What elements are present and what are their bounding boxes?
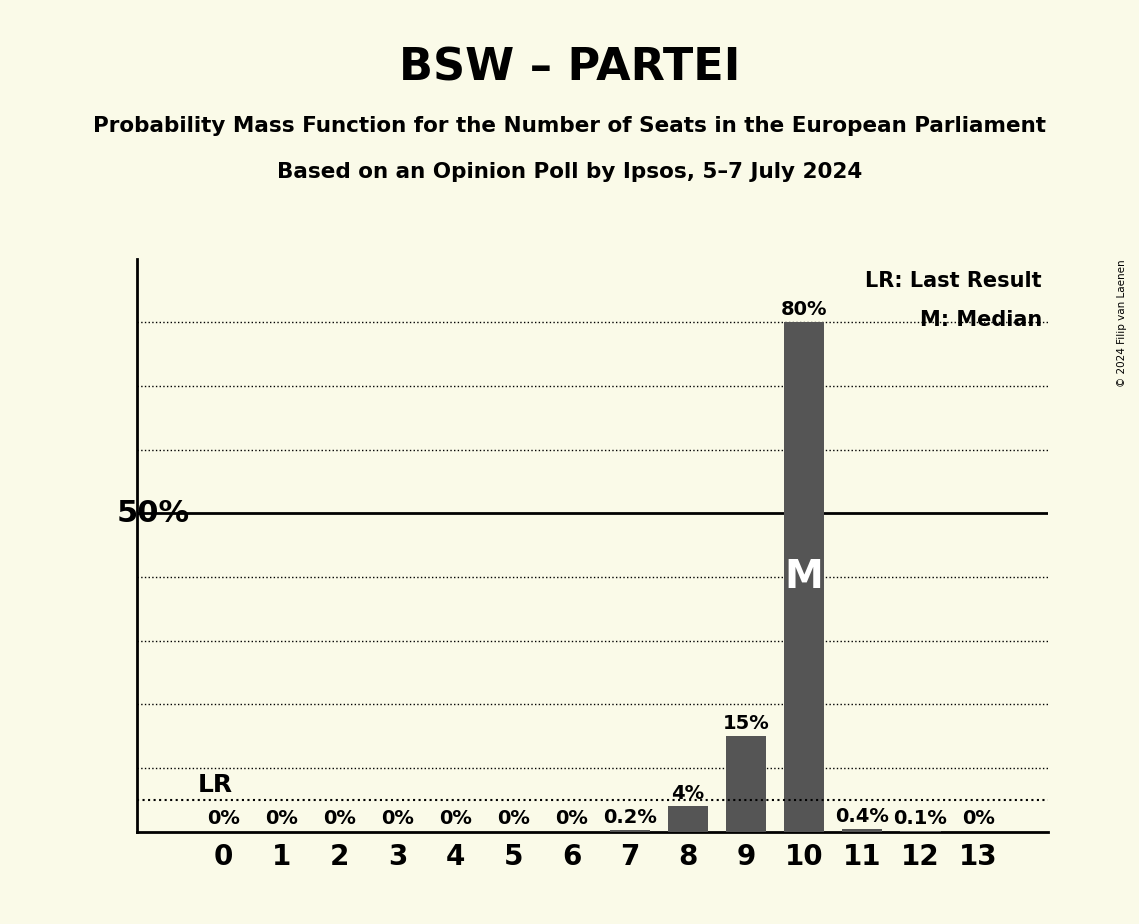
Text: 15%: 15% [723, 714, 770, 733]
Text: 0%: 0% [382, 809, 415, 829]
Text: 0%: 0% [265, 809, 298, 829]
Text: 0.2%: 0.2% [603, 808, 657, 827]
Text: 0%: 0% [323, 809, 357, 829]
Text: M: M [785, 558, 823, 596]
Text: 0.1%: 0.1% [893, 808, 948, 828]
Text: LR: Last Result: LR: Last Result [866, 272, 1042, 291]
Text: 0%: 0% [556, 809, 589, 829]
Text: 50%: 50% [116, 499, 189, 528]
Bar [842, 829, 883, 832]
Text: Based on an Opinion Poll by Ipsos, 5–7 July 2024: Based on an Opinion Poll by Ipsos, 5–7 J… [277, 162, 862, 182]
Text: Probability Mass Function for the Number of Seats in the European Parliament: Probability Mass Function for the Number… [93, 116, 1046, 136]
Text: 4%: 4% [672, 784, 705, 803]
Text: © 2024 Filip van Laenen: © 2024 Filip van Laenen [1117, 260, 1126, 387]
Bar [667, 806, 708, 832]
Bar [784, 322, 825, 832]
Text: 0%: 0% [207, 809, 240, 829]
Bar [609, 831, 650, 832]
Text: LR: LR [198, 773, 232, 797]
Text: 0.4%: 0.4% [835, 807, 890, 826]
Text: 0%: 0% [961, 809, 994, 829]
Text: BSW – PARTEI: BSW – PARTEI [399, 46, 740, 90]
Text: 0%: 0% [498, 809, 531, 829]
Text: 0%: 0% [440, 809, 473, 829]
Text: M: Median: M: Median [920, 310, 1042, 330]
Bar [726, 736, 767, 832]
Text: 80%: 80% [781, 300, 827, 319]
